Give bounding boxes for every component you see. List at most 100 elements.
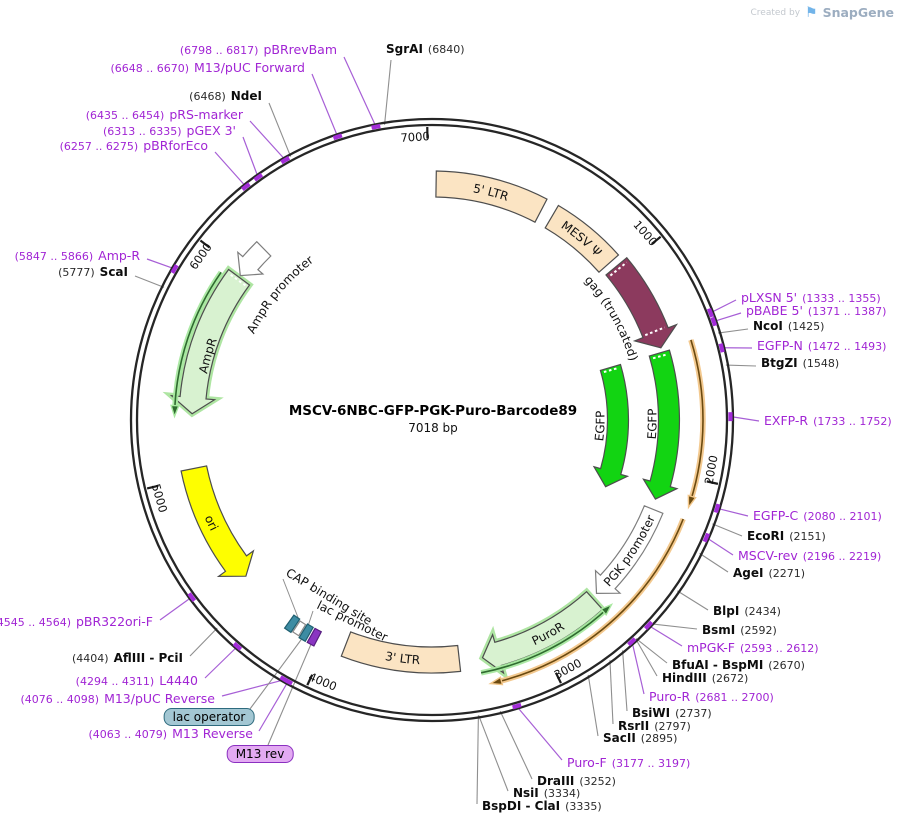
leader-pBRforEco: [214, 151, 247, 187]
plasmid-name: MSCV-6NBC-GFP-PGK-Puro-Barcode89: [288, 403, 578, 419]
leader-Puro-F: [516, 706, 563, 761]
primer-tick-M13/pUC Forward: [332, 133, 343, 141]
callout-pBRforEco: (6257 .. 6275) pBRforEco: [59, 138, 208, 153]
plasmid-size: 7018 bp: [408, 421, 458, 435]
leader-AflIII - PciI: [189, 627, 218, 657]
callout-NdeI: (6468) NdeI: [189, 89, 262, 103]
callout-BtgZI: BtgZI (1548): [761, 356, 840, 370]
tick-2000: [706, 480, 719, 485]
leader-SgrAI: [384, 59, 392, 125]
callout-M13 Reverse: (4063 .. 4079) M13 Reverse: [88, 726, 253, 741]
tick-5000: [146, 484, 159, 490]
feature-5' LTR: [435, 170, 548, 224]
leader-NcoI: [718, 328, 749, 334]
primer-tick-pBABE 5': [710, 316, 718, 327]
plasmid-backbone-ring: [129, 117, 735, 723]
truncation-marks: [228, 261, 668, 373]
callout-M13/pUC Reverse: (4076 .. 4098) M13/pUC Reverse: [20, 691, 216, 706]
tick-6000: [199, 239, 211, 249]
boxed-callout-M13 rev: M13 rev: [226, 745, 294, 763]
callout-EXFP-R: EXFP-R (1733 .. 1752): [764, 413, 892, 428]
callout-RsrII: RsrII (2797): [618, 719, 691, 733]
primer-tick-Puro-R: [627, 637, 637, 647]
leader-pBRrevBam: [343, 56, 377, 127]
feature-label-3' LTR: 3' LTR: [384, 649, 421, 667]
tick-label-2000: 2000: [702, 454, 721, 485]
callout-NsiI: NsiI (3334): [513, 786, 581, 800]
primer-tick-Amp-R: [170, 264, 179, 274]
primer-tick-M13 Reverse: [283, 677, 293, 686]
callout-ScaI: (5777) ScaI: [58, 265, 128, 279]
feature-gag (truncated): [605, 256, 679, 349]
orf-arrowhead: [488, 676, 504, 686]
leader-L4440: [204, 646, 238, 679]
orf-arrow-line: [689, 339, 704, 503]
feature-EGFP: [642, 349, 681, 500]
leader-pLXSN 5': [710, 299, 737, 314]
features-layer: [162, 170, 681, 681]
backbone-circle: [129, 117, 735, 723]
truncation-dash: [228, 272, 247, 287]
tick-4000: [306, 674, 314, 686]
feature-label-EGFP: EGFP: [592, 410, 607, 441]
callout-pRS-marker: (6435 .. 6454) pRS-marker: [85, 107, 243, 122]
callout-pBR322ori-F: (4545 .. 4564) pBR322ori-F: [0, 614, 153, 629]
leader-mPGK-F: [648, 625, 683, 647]
leader-NsiI: [478, 715, 509, 792]
callout-BsiWI: BsiWI (2737): [632, 706, 712, 720]
callout-Amp-R: (5847 .. 5866) Amp-R: [14, 248, 140, 263]
callout-pBABE 5': pBABE 5' (1371 .. 1387): [746, 303, 887, 318]
leader-M13/pUC Reverse: [221, 679, 285, 697]
callout-pLXSN 5': pLXSN 5' (1333 .. 1355): [741, 290, 881, 305]
primer-tick-EGFP-C: [713, 503, 721, 514]
leader-pRS-marker: [249, 120, 286, 161]
orf-arrow-line: [495, 518, 684, 684]
leader-BsiWI: [622, 650, 628, 712]
feature-lac promoter: [291, 620, 307, 637]
leader-BfuAI - BspMI: [635, 638, 668, 664]
feature-label-ori: ori: [202, 513, 221, 533]
callout-L4440: (4294 .. 4311) L4440: [75, 673, 198, 688]
tick-1000: [650, 235, 662, 245]
leader-BsmI: [650, 623, 698, 630]
created-by-text: Created by: [750, 7, 801, 18]
callout-BspDI - ClaI: BspDI - ClaI (3335): [482, 799, 602, 813]
leader-BtgZI: [725, 364, 757, 367]
callout-SacII: SacII (2895): [603, 731, 678, 745]
callout-AflIII - PciI: (4404) AflIII - PciI: [72, 651, 183, 665]
leader-Puro-R: [631, 642, 645, 695]
leader-lines: [134, 56, 760, 805]
primer-tick-pLXSN 5': [706, 307, 715, 318]
primer-tick-pBRforEco: [241, 182, 251, 192]
callout-Puro-R: Puro-R (2681 .. 2700): [649, 689, 774, 704]
truncation-dash: [644, 326, 666, 337]
feature-M13 rev: [306, 627, 323, 647]
leader-EGFP-C: [717, 507, 749, 517]
callout-BlpI: BlpI (2434): [713, 604, 781, 618]
callout-SgrAI: SgrAI (6840): [386, 42, 465, 56]
primer-tick-pBR322ori-F: [187, 592, 197, 602]
callout-Puro-F: Puro-F (3177 .. 3197): [567, 755, 691, 770]
leader-HindIII: [635, 638, 658, 677]
orf-arrowhead: [599, 603, 614, 617]
callout-DraIII: DraIII (3252): [537, 774, 616, 788]
leader-RsrII: [609, 660, 614, 725]
orf-arrows: [170, 270, 706, 686]
callout-BsmI: BsmI (2592): [702, 623, 777, 637]
leader-M13/pUC Forward: [311, 73, 339, 137]
primer-tick-pRS-marker: [280, 156, 291, 165]
primer-tick-pBRrevBam: [371, 123, 381, 130]
callout-M13/pUC Forward: (6648 .. 6670) M13/pUC Forward: [110, 60, 305, 75]
truncation-dash: [609, 261, 628, 277]
snapgene-watermark: Created by ⚑ SnapGene: [751, 5, 895, 20]
orf-arrowhead: [170, 404, 180, 419]
leader-M13 rev: [267, 637, 315, 746]
leader-DraIII: [499, 710, 533, 780]
snapgene-flag-icon: ⚑: [805, 4, 818, 21]
orf-arrow-line: [480, 607, 609, 674]
feature-PGK promoter: [594, 505, 664, 595]
primer-tick-EGFP-N: [718, 343, 725, 353]
orf-arrowhead: [687, 494, 697, 510]
